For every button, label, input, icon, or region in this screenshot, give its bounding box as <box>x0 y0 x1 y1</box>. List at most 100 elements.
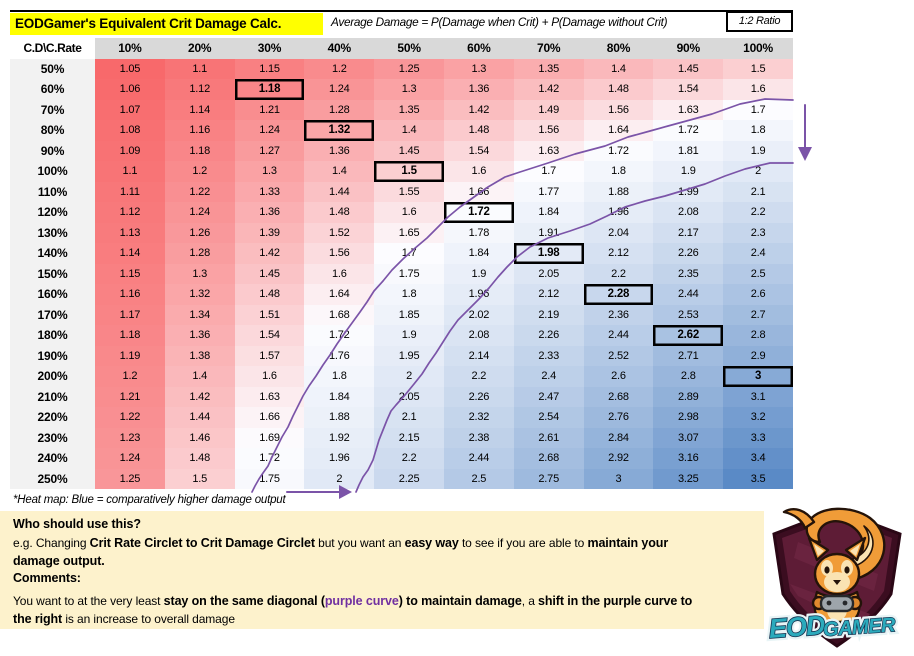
heatmap-cell[interactable]: 1.2 <box>164 161 235 182</box>
heatmap-cell[interactable]: 2.15 <box>374 427 444 448</box>
heatmap-cell[interactable]: 2.12 <box>513 284 584 305</box>
heatmap-cell[interactable]: 1.64 <box>304 284 375 305</box>
heatmap-cell[interactable]: 2.08 <box>653 202 724 223</box>
heatmap-cell[interactable]: 1.98 <box>513 243 584 264</box>
heatmap-cell[interactable]: 1.12 <box>164 79 235 100</box>
heatmap-cell[interactable]: 2.19 <box>513 304 584 325</box>
heatmap-cell[interactable]: 1.25 <box>95 468 165 489</box>
heatmap-cell[interactable]: 2.28 <box>583 284 654 305</box>
crit-dmg-row-header[interactable]: 240% <box>10 448 95 469</box>
heatmap-cell[interactable]: 1.4 <box>583 58 654 79</box>
heatmap-cell[interactable]: 1.34 <box>164 304 235 325</box>
heatmap-cell[interactable]: 1.75 <box>374 263 444 284</box>
heatmap-cell[interactable]: 1.51 <box>234 304 305 325</box>
heatmap-cell[interactable]: 2.14 <box>443 345 514 366</box>
heatmap-cell[interactable]: 1.7 <box>513 161 584 182</box>
heatmap-cell[interactable]: 2.76 <box>583 407 654 428</box>
heatmap-cell[interactable]: 3.16 <box>653 448 724 469</box>
crit-rate-col-header[interactable]: 100% <box>723 38 793 59</box>
heatmap-cell[interactable]: 1.4 <box>304 161 375 182</box>
heatmap-cell[interactable]: 1.06 <box>95 79 165 100</box>
heatmap-cell[interactable]: 1.95 <box>374 345 444 366</box>
heatmap-cell[interactable]: 1.99 <box>653 181 724 202</box>
heatmap-cell[interactable]: 1.2 <box>304 58 375 79</box>
heatmap-cell[interactable]: 1.48 <box>234 284 305 305</box>
heatmap-cell[interactable]: 1.5 <box>374 161 444 182</box>
heatmap-cell[interactable]: 1.09 <box>95 140 165 161</box>
heatmap-cell[interactable]: 2.4 <box>513 366 584 387</box>
heatmap-cell[interactable]: 1.15 <box>234 58 305 79</box>
heatmap-cell[interactable]: 1.63 <box>234 386 305 407</box>
heatmap-cell[interactable]: 1.84 <box>513 202 584 223</box>
heatmap-cell[interactable]: 1.81 <box>653 140 724 161</box>
heatmap-cell[interactable]: 3 <box>723 366 793 387</box>
heatmap-cell[interactable]: 1.96 <box>304 448 375 469</box>
heatmap-cell[interactable]: 1.1 <box>164 58 235 79</box>
heatmap-cell[interactable]: 1.11 <box>95 181 165 202</box>
heatmap-cell[interactable]: 1.28 <box>164 243 235 264</box>
heatmap-cell[interactable]: 1.36 <box>234 202 305 223</box>
heatmap-cell[interactable]: 1.9 <box>374 325 444 346</box>
heatmap-cell[interactable]: 2.2 <box>723 202 793 223</box>
heatmap-cell[interactable]: 1.44 <box>304 181 375 202</box>
heatmap-cell[interactable]: 1.69 <box>234 427 305 448</box>
heatmap-cell[interactable]: 2.5 <box>723 263 793 284</box>
heatmap-cell[interactable]: 1.6 <box>234 366 305 387</box>
heatmap-cell[interactable]: 2.7 <box>723 304 793 325</box>
heatmap-cell[interactable]: 1.18 <box>234 79 305 100</box>
heatmap-cell[interactable]: 2.98 <box>653 407 724 428</box>
heatmap-cell[interactable]: 2.1 <box>723 181 793 202</box>
heatmap-cell[interactable]: 1.22 <box>95 407 165 428</box>
heatmap-cell[interactable]: 1.38 <box>164 345 235 366</box>
crit-rate-col-header[interactable]: 90% <box>653 38 724 59</box>
heatmap-cell[interactable]: 1.3 <box>164 263 235 284</box>
heatmap-cell[interactable]: 1.1 <box>95 161 165 182</box>
heatmap-cell[interactable]: 2.2 <box>583 263 654 284</box>
heatmap-cell[interactable]: 1.6 <box>374 202 444 223</box>
heatmap-cell[interactable]: 1.72 <box>583 140 654 161</box>
heatmap-cell[interactable]: 2.26 <box>653 243 724 264</box>
crit-dmg-row-header[interactable]: 90% <box>10 140 95 161</box>
heatmap-cell[interactable]: 1.21 <box>95 386 165 407</box>
heatmap-cell[interactable]: 2.47 <box>513 386 584 407</box>
heatmap-cell[interactable]: 1.35 <box>513 58 584 79</box>
heatmap-cell[interactable]: 2.68 <box>513 448 584 469</box>
heatmap-cell[interactable]: 1.64 <box>583 120 654 141</box>
heatmap-cell[interactable]: 3.3 <box>723 427 793 448</box>
heatmap-cell[interactable]: 1.42 <box>234 243 305 264</box>
heatmap-cell[interactable]: 2.8 <box>723 325 793 346</box>
heatmap-cell[interactable]: 1.66 <box>234 407 305 428</box>
heatmap-cell[interactable]: 2.02 <box>443 304 514 325</box>
heatmap-cell[interactable]: 1.96 <box>443 284 514 305</box>
heatmap-cell[interactable]: 1.8 <box>583 161 654 182</box>
crit-rate-col-header[interactable]: 30% <box>234 38 305 59</box>
heatmap-cell[interactable]: 1.35 <box>374 99 444 120</box>
heatmap-cell[interactable]: 1.32 <box>304 120 375 141</box>
heatmap-cell[interactable]: 1.8 <box>374 284 444 305</box>
heatmap-cell[interactable]: 1.3 <box>234 161 305 182</box>
heatmap-cell[interactable]: 1.16 <box>164 120 235 141</box>
heatmap-cell[interactable]: 1.9 <box>653 161 724 182</box>
heatmap-cell[interactable]: 2.62 <box>653 325 724 346</box>
crit-dmg-row-header[interactable]: 190% <box>10 345 95 366</box>
heatmap-cell[interactable]: 1.55 <box>374 181 444 202</box>
heatmap-cell[interactable]: 1.48 <box>583 79 654 100</box>
heatmap-cell[interactable]: 2.6 <box>583 366 654 387</box>
heatmap-cell[interactable]: 1.88 <box>583 181 654 202</box>
heatmap-cell[interactable]: 2.26 <box>513 325 584 346</box>
heatmap-cell[interactable]: 2.75 <box>513 468 584 489</box>
heatmap-cell[interactable]: 2.92 <box>583 448 654 469</box>
heatmap-cell[interactable]: 1.42 <box>443 99 514 120</box>
heatmap-cell[interactable]: 1.22 <box>164 181 235 202</box>
heatmap-cell[interactable]: 1.6 <box>443 161 514 182</box>
heatmap-cell[interactable]: 1.28 <box>304 99 375 120</box>
crit-dmg-row-header[interactable]: 160% <box>10 284 95 305</box>
heatmap-cell[interactable]: 1.54 <box>234 325 305 346</box>
heatmap-cell[interactable]: 2.44 <box>653 284 724 305</box>
heatmap-cell[interactable]: 1.63 <box>513 140 584 161</box>
heatmap-cell[interactable]: 2.6 <box>723 284 793 305</box>
heatmap-cell[interactable]: 1.36 <box>443 79 514 100</box>
heatmap-cell[interactable]: 2.1 <box>374 407 444 428</box>
heatmap-cell[interactable]: 1.92 <box>304 427 375 448</box>
heatmap-cell[interactable]: 1.56 <box>304 243 375 264</box>
